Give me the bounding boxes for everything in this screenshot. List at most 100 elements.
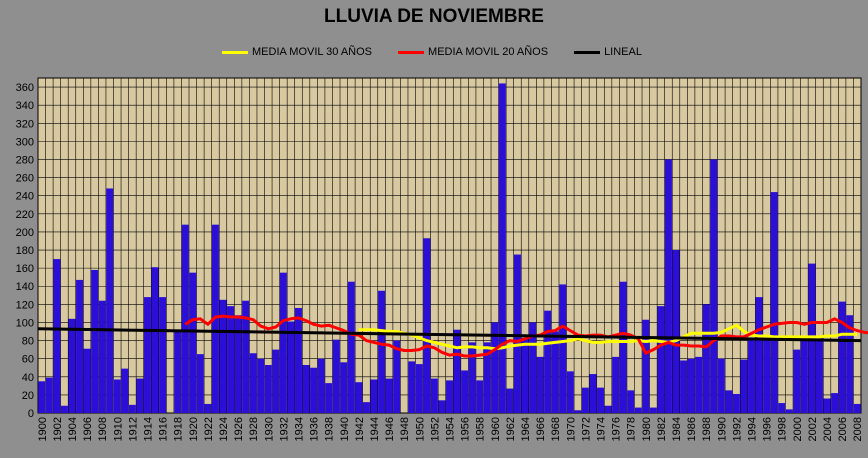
bar-1908 [98, 300, 106, 413]
bar-1922 [204, 403, 212, 413]
x-tick-label: 1918 [173, 417, 185, 441]
x-tick-label: 1986 [686, 417, 698, 441]
x-tick-label: 1960 [490, 417, 502, 441]
bar-1993 [740, 359, 748, 413]
bar-1933 [287, 321, 295, 413]
bar-1967 [544, 310, 552, 413]
x-tick-label: 1982 [656, 417, 668, 441]
bar-1984 [672, 250, 680, 413]
bar-1964 [521, 337, 529, 413]
bar-2000 [793, 349, 801, 413]
y-tick-label: 240 [16, 191, 34, 203]
y-tick-label: 180 [16, 245, 34, 257]
x-tick-label: 1968 [550, 417, 562, 441]
series-line-trend [37, 327, 862, 343]
bar-1986 [687, 358, 695, 413]
x-tick-label: 1962 [505, 417, 517, 441]
x-tick-label: 2004 [822, 417, 834, 441]
x-tick-label: 2006 [837, 417, 849, 441]
legend-swatch-ma30 [222, 50, 248, 54]
y-tick-label: 80 [22, 336, 34, 348]
bar-1990 [717, 358, 725, 413]
y-tick-label: 20 [22, 390, 34, 402]
x-tick-label: 1964 [520, 417, 532, 441]
series-line-ma30 [358, 323, 858, 351]
y-tick-label: 220 [16, 209, 34, 221]
bar-1975 [604, 405, 612, 413]
bar-1952 [430, 378, 438, 413]
x-tick-label: 1904 [67, 417, 79, 441]
bar-1930 [264, 365, 272, 413]
bar-1904 [68, 318, 76, 413]
y-tick-label: 280 [16, 154, 34, 166]
x-tick-label: 1996 [762, 417, 774, 441]
bar-1919 [181, 224, 189, 413]
bar-1959 [483, 342, 491, 413]
bar-1997 [770, 192, 778, 413]
x-tick-label: 1944 [369, 417, 381, 441]
bar-1913 [136, 378, 144, 413]
y-tick-label: 40 [22, 372, 34, 384]
bar-1935 [302, 365, 310, 413]
chart-title: LLUVIA DE NOVIEMBRE [324, 6, 544, 27]
bar-1951 [423, 238, 431, 413]
x-tick-label: 1958 [475, 417, 487, 441]
bar-1961 [498, 83, 506, 413]
x-tick-label: 1934 [293, 417, 305, 441]
bar-1954 [446, 380, 453, 413]
x-tick-label: 1974 [596, 417, 608, 441]
bar-1973 [589, 374, 597, 413]
bar-1907 [91, 269, 99, 413]
x-tick-label: 1966 [535, 417, 547, 441]
bar-2004 [823, 398, 831, 413]
bar-1996 [763, 337, 771, 413]
x-tick-label: 1912 [127, 417, 139, 441]
x-tick-label: 1976 [611, 417, 623, 441]
x-tick-label: 1906 [82, 417, 94, 441]
x-tick-label: 1916 [158, 417, 170, 441]
bar-1980 [642, 319, 650, 413]
x-tick-label: 1972 [580, 417, 592, 441]
bar-1931 [272, 349, 280, 413]
x-tick-label: 1908 [97, 417, 109, 441]
bar-1969 [559, 284, 567, 413]
x-tick-label: 1990 [716, 417, 728, 441]
bar-1989 [710, 159, 718, 413]
x-tick-label: 1922 [203, 417, 215, 441]
bar-1972 [581, 387, 589, 413]
bar-1911 [121, 368, 129, 413]
bar-1953 [438, 400, 446, 413]
x-tick-label: 1980 [641, 417, 653, 441]
x-tick-label: 1928 [248, 417, 260, 441]
legend-swatch-ma20 [398, 50, 425, 54]
x-tick-label: 1936 [309, 417, 321, 441]
bar-1966 [536, 356, 544, 413]
bar-1921 [196, 354, 204, 413]
bar-1924 [219, 299, 227, 413]
bar-1991 [725, 390, 733, 413]
x-tick-label: 1930 [263, 417, 275, 441]
bar-1982 [657, 306, 665, 413]
legend-label-ma30: MEDIA MOVIL 30 AÑOS [252, 46, 373, 58]
legend-item-trend: LINEAL [574, 46, 642, 58]
bar-1974 [597, 387, 604, 413]
bar-1939 [332, 339, 340, 413]
bar-1945 [378, 290, 386, 413]
bar-1925 [227, 306, 235, 413]
bar-1994 [748, 338, 755, 413]
x-tick-label: 1952 [429, 417, 441, 441]
bar-2007 [846, 315, 854, 413]
bar-1999 [785, 409, 793, 413]
bar-1968 [551, 331, 559, 413]
x-tick-label: 1940 [339, 417, 351, 441]
bar-1985 [680, 360, 688, 413]
y-tick-label: 260 [16, 173, 34, 185]
x-tick-label: 1984 [671, 417, 683, 441]
bar-1918 [174, 329, 182, 413]
bar-1970 [566, 371, 574, 413]
x-tick-label: 1998 [777, 417, 789, 441]
bar-1988 [702, 304, 710, 413]
bar-1901 [45, 377, 53, 413]
bar-1915 [151, 267, 159, 413]
y-tick-label: 340 [16, 100, 34, 112]
